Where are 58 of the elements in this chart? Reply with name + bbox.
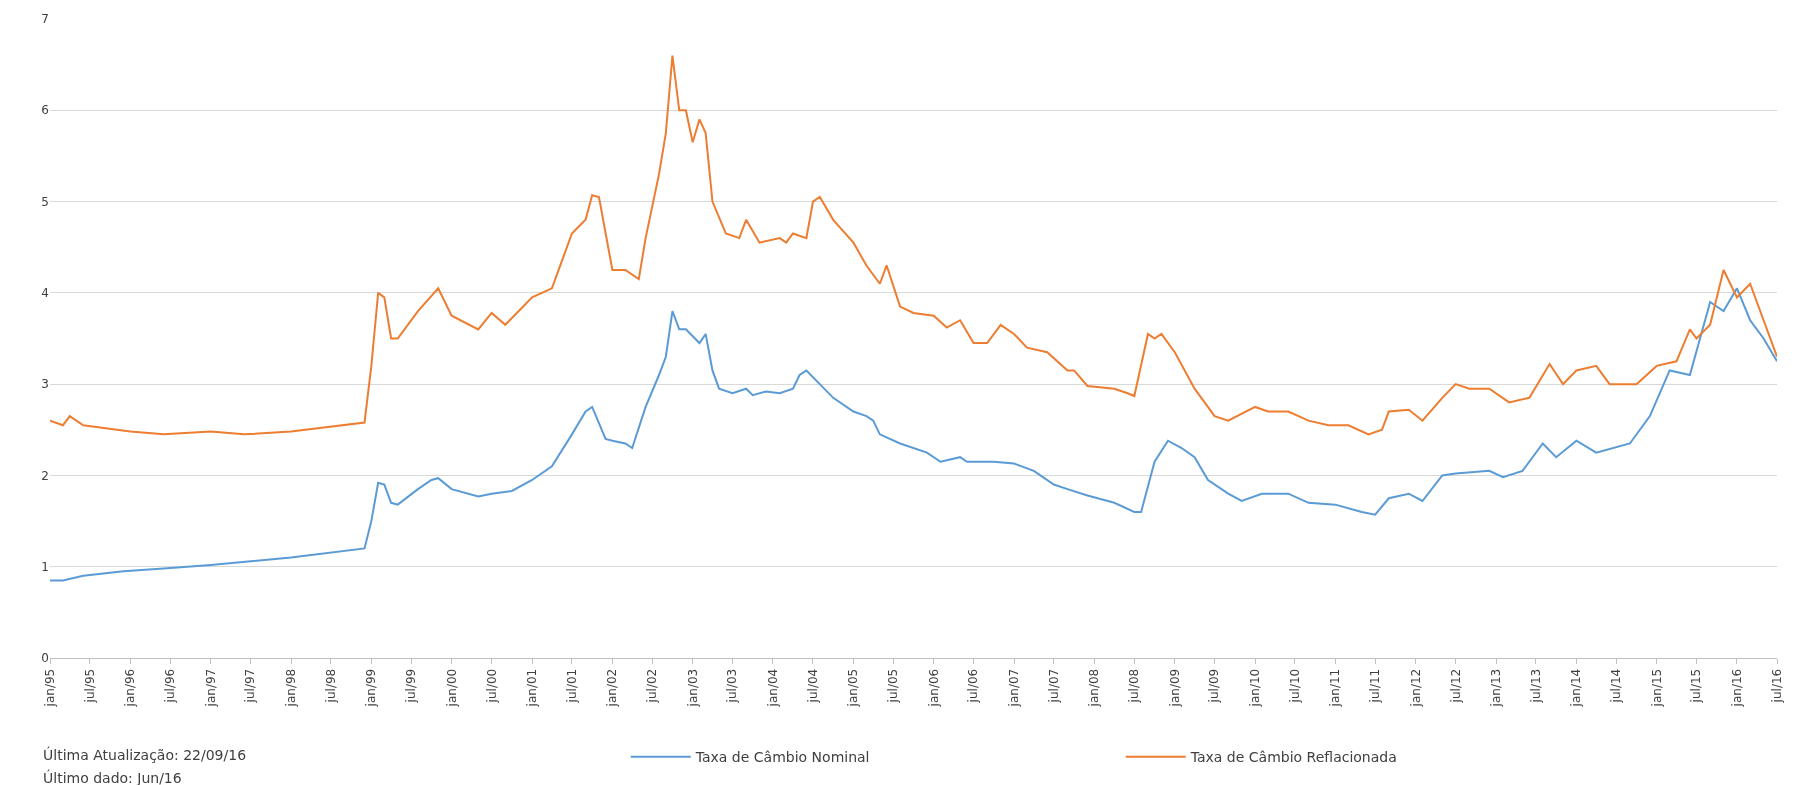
x-tick-label: jan/02	[605, 668, 620, 708]
x-tick-label: jul/96	[163, 668, 178, 704]
x-tick-label: jul/00	[484, 668, 499, 704]
x-tick-label: jan/06	[926, 668, 941, 708]
x-tick-label: jan/95	[42, 668, 57, 708]
text: Última Atualização: 22/09/16	[43, 746, 247, 763]
x-tick-label: jan/96	[123, 668, 138, 708]
x-tick-label: jul/16	[1769, 668, 1784, 704]
x-tick-label: jul/03	[725, 668, 740, 704]
legend-label: Taxa de Câmbio Nominal	[694, 749, 870, 766]
x-tick-label: jan/07	[1006, 668, 1021, 708]
x-tick-label: jul/06	[966, 668, 981, 704]
x-tick-label: jan/12	[1408, 668, 1423, 708]
x-tick-label: jan/98	[283, 668, 298, 708]
x-tick-label: jul/11	[1368, 668, 1383, 704]
legend-label: Taxa de Câmbio Reflacionada	[1189, 749, 1397, 766]
x-tick-label: jul/01	[564, 668, 579, 704]
y-tick-label: 7	[41, 12, 49, 27]
text: Último dado: Jun/16	[43, 769, 182, 785]
x-tick-label: jan/09	[1167, 668, 1182, 708]
x-tick-label: jul/08	[1127, 668, 1142, 704]
y-tick-label: 5	[41, 194, 49, 209]
x-tick-label: jul/07	[1046, 668, 1061, 704]
x-tick-label: jan/01	[525, 668, 540, 708]
x-tick-label: jan/14	[1569, 668, 1584, 708]
y-tick-label: 6	[41, 103, 49, 118]
x-tick-label: jul/09	[1207, 668, 1222, 704]
x-tick-label: jan/03	[685, 668, 700, 708]
y-tick-label: 4	[41, 286, 49, 301]
y-tick-label: 0	[41, 651, 49, 666]
x-tick-label: jul/99	[404, 668, 419, 704]
x-tick-label: jul/98	[323, 668, 338, 704]
y-tick-label: 2	[41, 468, 49, 483]
x-tick-label: jan/97	[203, 668, 218, 708]
x-tick-label: jan/08	[1087, 668, 1102, 708]
x-tick-label: jul/04	[805, 668, 820, 704]
x-tick-label: jan/00	[444, 668, 459, 708]
x-tick-label: jan/04	[765, 668, 780, 708]
x-tick-label: jan/13	[1489, 668, 1504, 708]
x-tick-label: jan/11	[1328, 668, 1343, 708]
x-tick-label: jul/15	[1689, 668, 1704, 704]
y-tick-label: 3	[41, 377, 49, 392]
x-tick-label: jan/10	[1247, 668, 1262, 708]
x-tick-label: jan/05	[846, 668, 861, 708]
line-series	[50, 54, 1777, 436]
x-tick-label: jul/14	[1609, 668, 1624, 704]
x-tick-label: jul/05	[886, 668, 901, 704]
x-tick-label: jul/97	[243, 668, 258, 704]
y-tick-label: 1	[41, 559, 49, 574]
x-tick-label: jul/12	[1448, 668, 1463, 704]
line-series	[50, 287, 1777, 582]
x-tick-label: jul/10	[1287, 668, 1302, 704]
x-tick-label: jul/02	[645, 668, 660, 704]
x-tick-label: jan/99	[364, 668, 379, 708]
x-tick-label: jan/16	[1729, 668, 1744, 708]
x-tick-label: jan/15	[1649, 668, 1664, 708]
x-tick-label: jul/95	[82, 668, 97, 704]
x-tick-label: jul/13	[1528, 668, 1543, 704]
